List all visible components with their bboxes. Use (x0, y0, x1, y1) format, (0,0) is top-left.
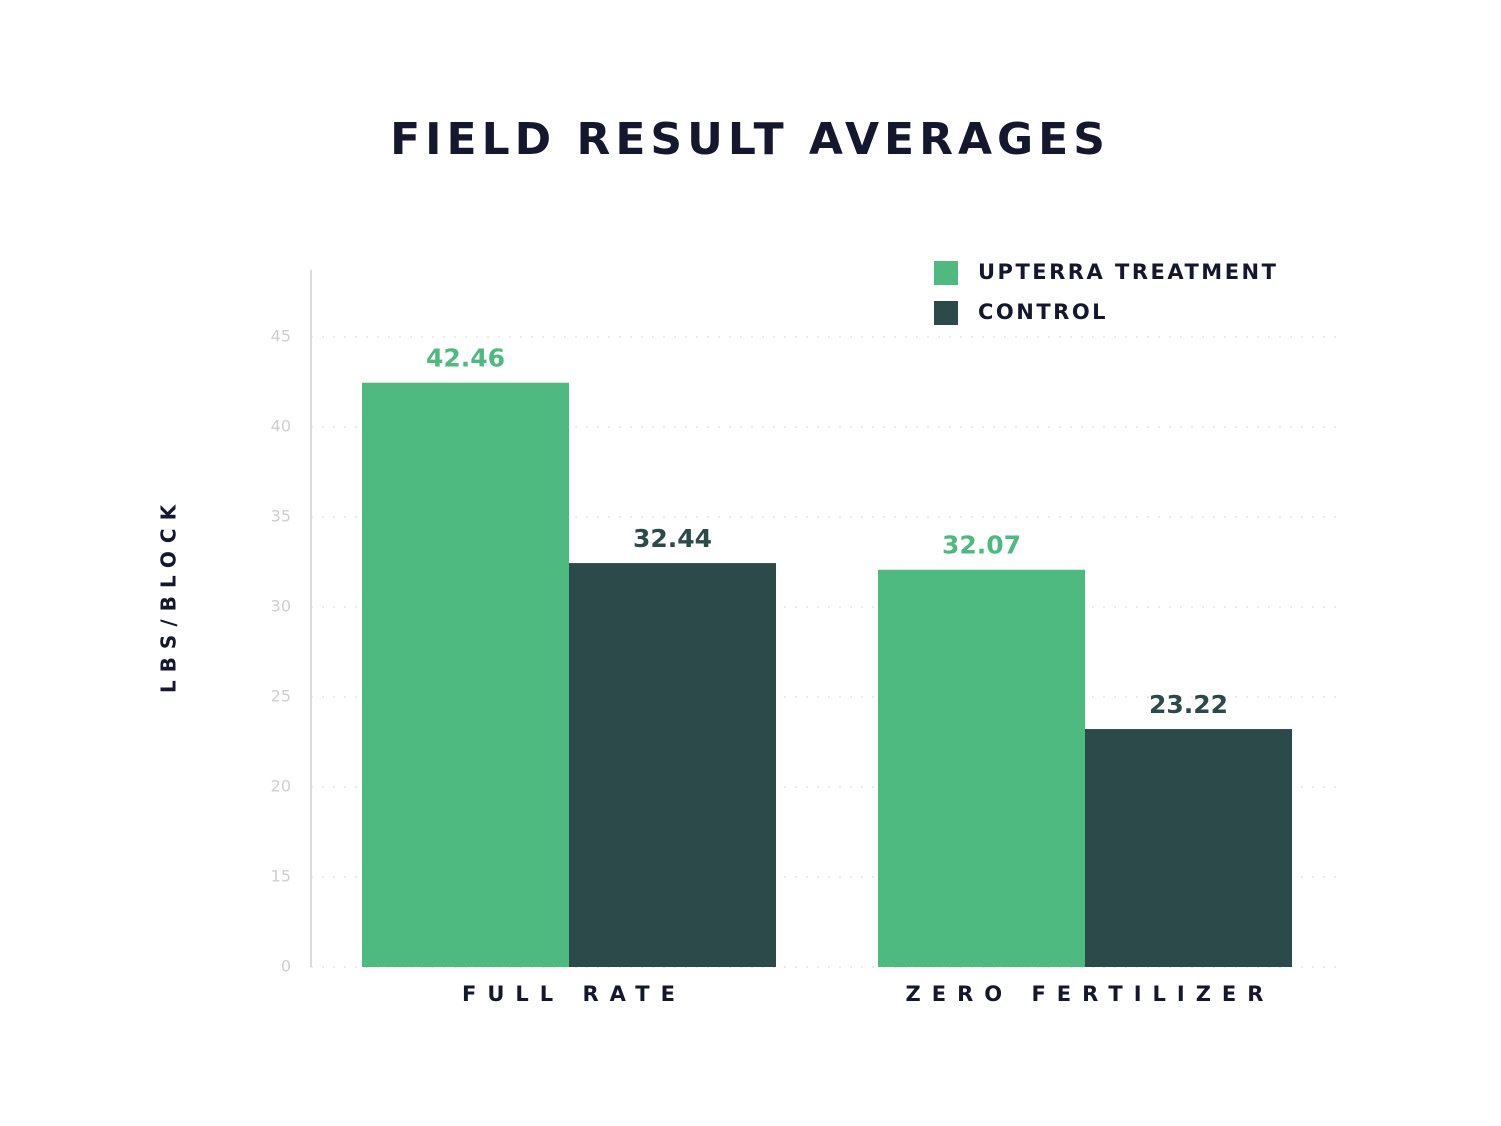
bar (878, 569, 1085, 967)
bar (362, 382, 569, 968)
y-tick-label: 30 (271, 597, 291, 616)
bar (1085, 729, 1292, 967)
legend-swatch (934, 301, 958, 325)
legend-label: CONTROL (978, 300, 1108, 324)
y-tick-label: 35 (271, 507, 291, 526)
data-label: 42.46 (426, 344, 505, 373)
y-tick-label: 25 (271, 687, 291, 706)
y-axis-label: LBS/BLOCK (157, 497, 181, 693)
bar (569, 563, 776, 967)
x-tick-label: FULL RATE (462, 982, 686, 1006)
y-tick-label: 0 (281, 957, 291, 976)
y-tick-label: 45 (271, 327, 291, 346)
x-tick-label: ZERO FERTILIZER (906, 982, 1275, 1006)
legend-label: UPTERRA TREATMENT (978, 260, 1278, 284)
legend-swatch (934, 261, 958, 285)
data-label: 32.44 (633, 524, 712, 553)
y-tick-label: 15 (271, 867, 291, 886)
data-label: 23.22 (1149, 690, 1228, 719)
y-tick-label: 40 (271, 417, 291, 436)
y-tick-label: 20 (271, 777, 291, 796)
data-label: 32.07 (942, 531, 1021, 560)
chart-title: FIELD RESULT AVERAGES (390, 114, 1110, 165)
